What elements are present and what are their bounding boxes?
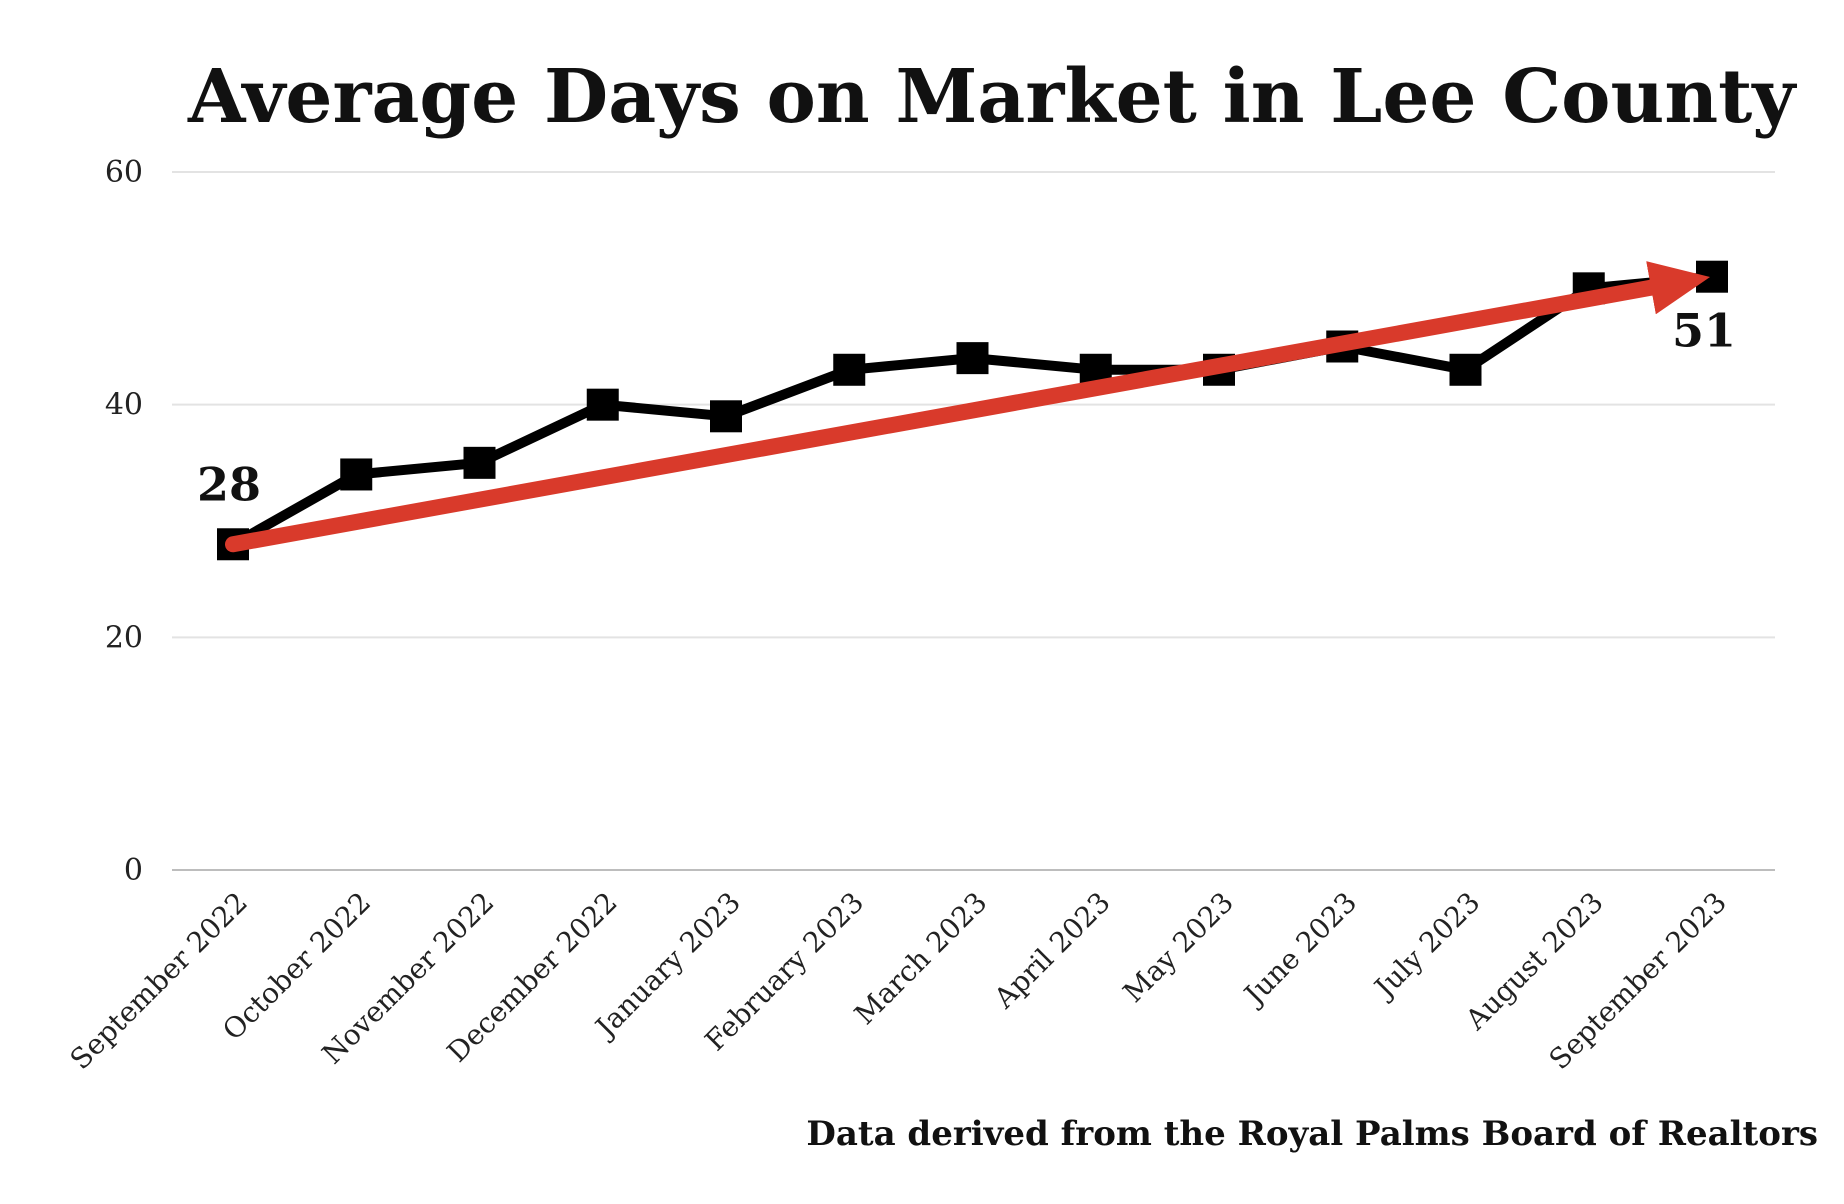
x-tick-label: June 2023	[1236, 886, 1363, 1013]
y-tick-label: 60	[105, 155, 143, 190]
data-point-marker	[463, 446, 496, 479]
gridlines	[172, 171, 1775, 871]
trend-arrow	[225, 261, 1711, 553]
chart-title: Average Days on Market in Lee County	[187, 54, 1797, 140]
data-label: 51	[1672, 304, 1736, 358]
data-point-marker	[956, 342, 989, 375]
x-tick-label: April 2023	[987, 886, 1117, 1016]
y-axis-tick-labels: 0 20 40 60	[105, 155, 143, 888]
y-tick-label: 20	[105, 620, 143, 655]
y-tick-label: 40	[105, 388, 143, 423]
data-labels: 28 51	[197, 304, 1736, 512]
trend-arrow-group	[225, 261, 1711, 553]
data-label: 28	[197, 457, 261, 511]
y-tick-label: 0	[124, 853, 143, 888]
data-point-marker	[1696, 260, 1728, 293]
source-note: Data derived from the Royal Palms Board …	[806, 1114, 1818, 1154]
x-tick-label: May 2023	[1117, 886, 1240, 1009]
data-point-marker	[833, 353, 866, 386]
x-tick-label: March 2023	[848, 886, 993, 1031]
x-tick-label: September 2022	[64, 886, 254, 1076]
data-point-marker	[586, 388, 619, 421]
data-point-marker	[340, 458, 373, 491]
data-point-marker	[1449, 353, 1482, 386]
x-tick-label: July 2023	[1366, 886, 1486, 1006]
data-point-marker	[710, 400, 742, 433]
